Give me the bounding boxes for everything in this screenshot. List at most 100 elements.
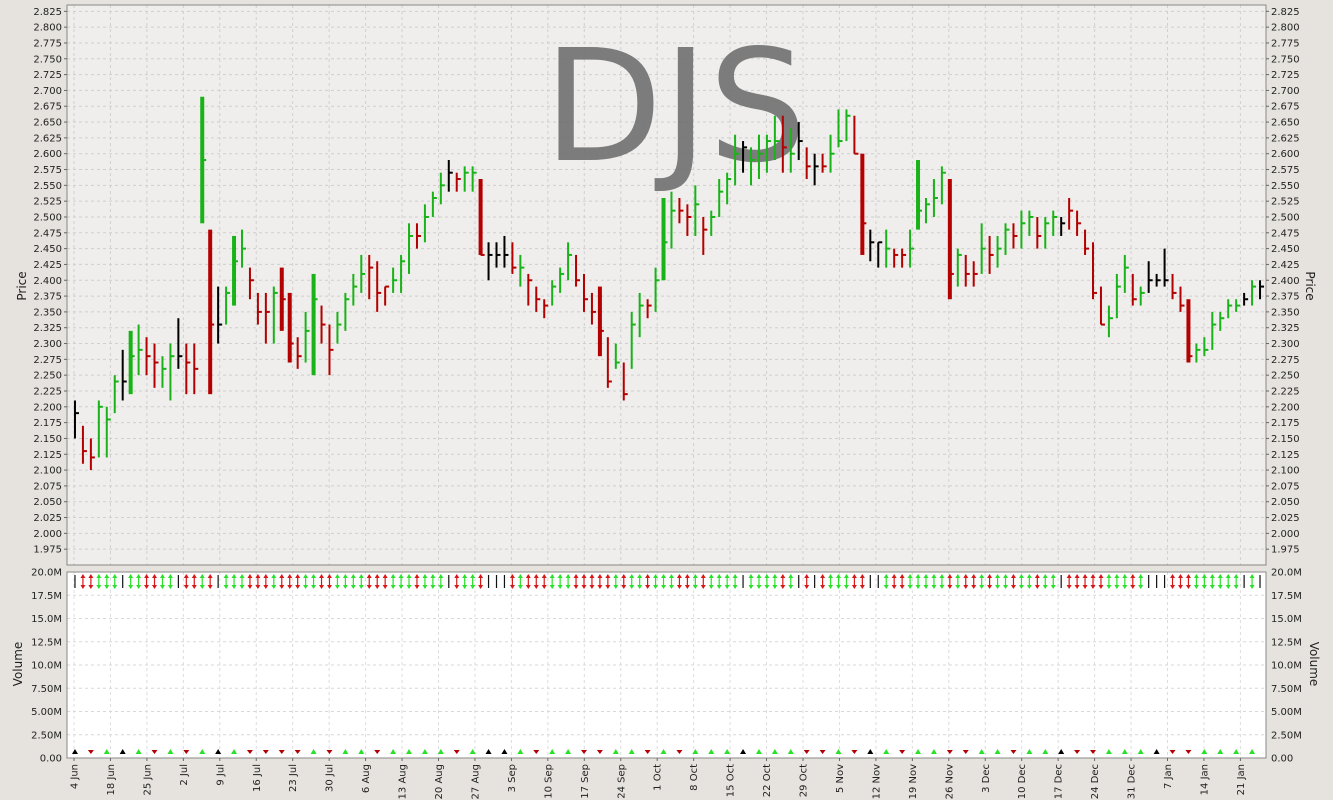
volume-direction-arrow [453, 750, 460, 754]
price-tick-label: 2.425 [33, 260, 62, 271]
direction-marker-head [231, 585, 237, 589]
direction-marker-head [1003, 585, 1009, 589]
volume-direction-arrow [1074, 750, 1081, 754]
direction-marker-head [517, 585, 523, 589]
price-bar [781, 115, 784, 173]
volume-direction-arrow [724, 749, 731, 754]
direction-marker-head [470, 574, 476, 578]
volume-tick-label: 0.00 [1271, 754, 1293, 765]
direction-marker-head [859, 574, 865, 578]
direction-marker-head [684, 585, 690, 589]
direction-marker-head [533, 574, 539, 578]
price-bar [606, 337, 609, 388]
direction-marker-head [438, 585, 444, 589]
volume-direction-arrow [644, 750, 651, 754]
volume-direction-arrow [915, 749, 922, 754]
volume-direction-arrow [135, 749, 142, 754]
direction-marker-head [1034, 585, 1040, 589]
direction-marker-head [907, 585, 913, 589]
price-bar [89, 438, 92, 471]
date-tick-label: 20 Aug [434, 764, 445, 799]
price-bar [1211, 311, 1214, 350]
direction-marker-head [732, 585, 738, 589]
price-tick-label: 2.275 [1271, 355, 1300, 366]
price-bar [805, 147, 808, 180]
volume-direction-arrow [1121, 749, 1128, 754]
date-tick-label: 17 Sep [580, 764, 591, 799]
volume-axis-ticks: 20.0M 20.0M 17.5M 17.5M 15.0M 15.0M 12.5M 12.5M… [31, 568, 1302, 765]
volume-direction-arrow [692, 749, 699, 754]
direction-marker-head [326, 585, 332, 589]
price-bar [304, 311, 307, 363]
price-tick-label: 2.250 [33, 371, 62, 382]
date-tick-label: 26 Nov [944, 764, 955, 800]
direction-marker-head [915, 585, 921, 589]
direction-marker-head [88, 574, 94, 578]
direction-marker-head [549, 585, 555, 589]
price-bar [1028, 210, 1031, 236]
price-bar [853, 115, 856, 154]
direction-marker-head [406, 574, 412, 578]
direction-marker-head [454, 574, 460, 578]
price-bar [478, 179, 483, 255]
price-bar [1131, 273, 1134, 306]
date-tick-label: 15 Oct [726, 764, 737, 797]
direction-marker-head [573, 574, 579, 578]
direction-marker-head [1018, 574, 1024, 578]
price-bar [97, 400, 100, 458]
volume-direction-arrow [628, 749, 635, 754]
direction-marker-head [366, 574, 372, 578]
price-tick-label: 2.000 [1271, 529, 1300, 540]
direction-marker-head [732, 574, 738, 578]
direction-marker-head [128, 585, 134, 589]
price-bar [869, 229, 872, 262]
direction-marker-head [207, 574, 213, 578]
direction-marker-head [835, 585, 841, 589]
direction-marker-head [923, 574, 929, 578]
direction-marker-head [716, 585, 722, 589]
direction-marker-head [525, 574, 531, 578]
direction-marker-head [311, 574, 317, 578]
direction-marker-head [478, 585, 484, 589]
price-tick-label: 2.375 [33, 292, 62, 303]
price-tick-label: 2.450 [1271, 244, 1300, 255]
volume-direction-arrow [310, 749, 317, 754]
direction-marker-head [883, 574, 889, 578]
price-bar [128, 330, 133, 395]
direction-marker-head [700, 574, 706, 578]
direction-marker-head [684, 574, 690, 578]
price-tick-label: 2.350 [33, 307, 62, 318]
price-bar [916, 160, 921, 230]
direction-marker-head [700, 585, 706, 589]
price-bar [527, 273, 530, 306]
price-bar [1147, 261, 1150, 293]
price-tick-label: 2.750 [1271, 54, 1300, 65]
volume-direction-arrow [565, 749, 572, 754]
direction-marker-head [470, 585, 476, 589]
direction-marker-head [271, 574, 277, 578]
direction-marker-head [828, 585, 834, 589]
price-tick-label: 2.500 [1271, 212, 1300, 223]
volume-direction-arrow [262, 750, 269, 754]
volume-tick-label: 2.50M [1271, 730, 1302, 741]
date-tick-label: 22 Oct [762, 764, 773, 797]
direction-marker-head [525, 585, 531, 589]
price-bar [519, 254, 522, 287]
price-tick-label: 2.125 [1271, 450, 1300, 461]
direction-marker-head [597, 585, 603, 589]
direction-marker-head [820, 574, 826, 578]
volume-direction-arrow [469, 749, 476, 754]
price-tick-label: 2.800 [1271, 23, 1300, 34]
direction-marker-head [462, 574, 468, 578]
direction-marker-head [676, 585, 682, 589]
direction-marker-head [1003, 574, 1009, 578]
direction-marker-head [1225, 574, 1231, 578]
volume-direction-arrow [485, 749, 492, 754]
volume-tick-label: 20.0M [1271, 568, 1302, 579]
date-tick-label: 10 Sep [543, 764, 554, 799]
direction-marker-head [398, 585, 404, 589]
volume-tick-label: 17.5M [31, 591, 62, 602]
price-tick-label: 2.825 [1271, 7, 1300, 18]
price-bar [821, 153, 824, 173]
direction-marker-head [1026, 585, 1032, 589]
